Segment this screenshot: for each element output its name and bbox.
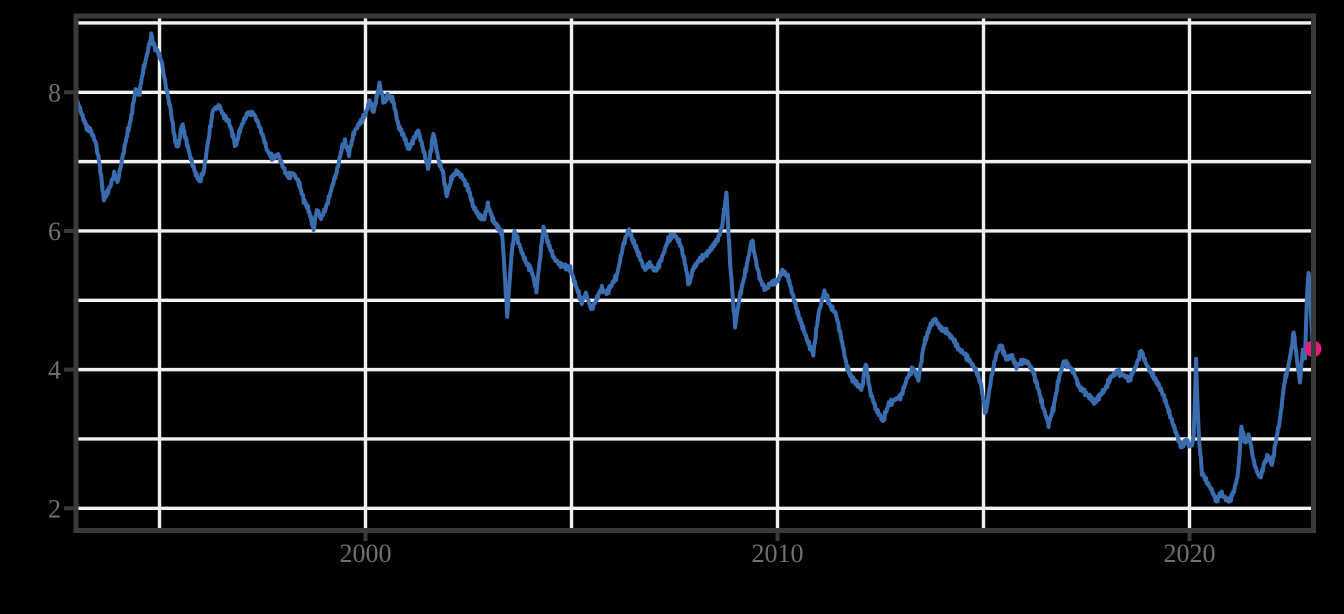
- y-tick-label: 4: [48, 356, 61, 385]
- x-tick-label: 2020: [1164, 539, 1216, 568]
- x-tick-label: 2000: [340, 539, 392, 568]
- data-line: [77, 31, 1313, 504]
- x-tick-label: 2010: [752, 539, 804, 568]
- panel-border: [73, 13, 1316, 533]
- y-tick-label: 8: [48, 78, 61, 107]
- y-tick-label: 2: [48, 494, 61, 523]
- y-tick-label: 6: [48, 217, 61, 246]
